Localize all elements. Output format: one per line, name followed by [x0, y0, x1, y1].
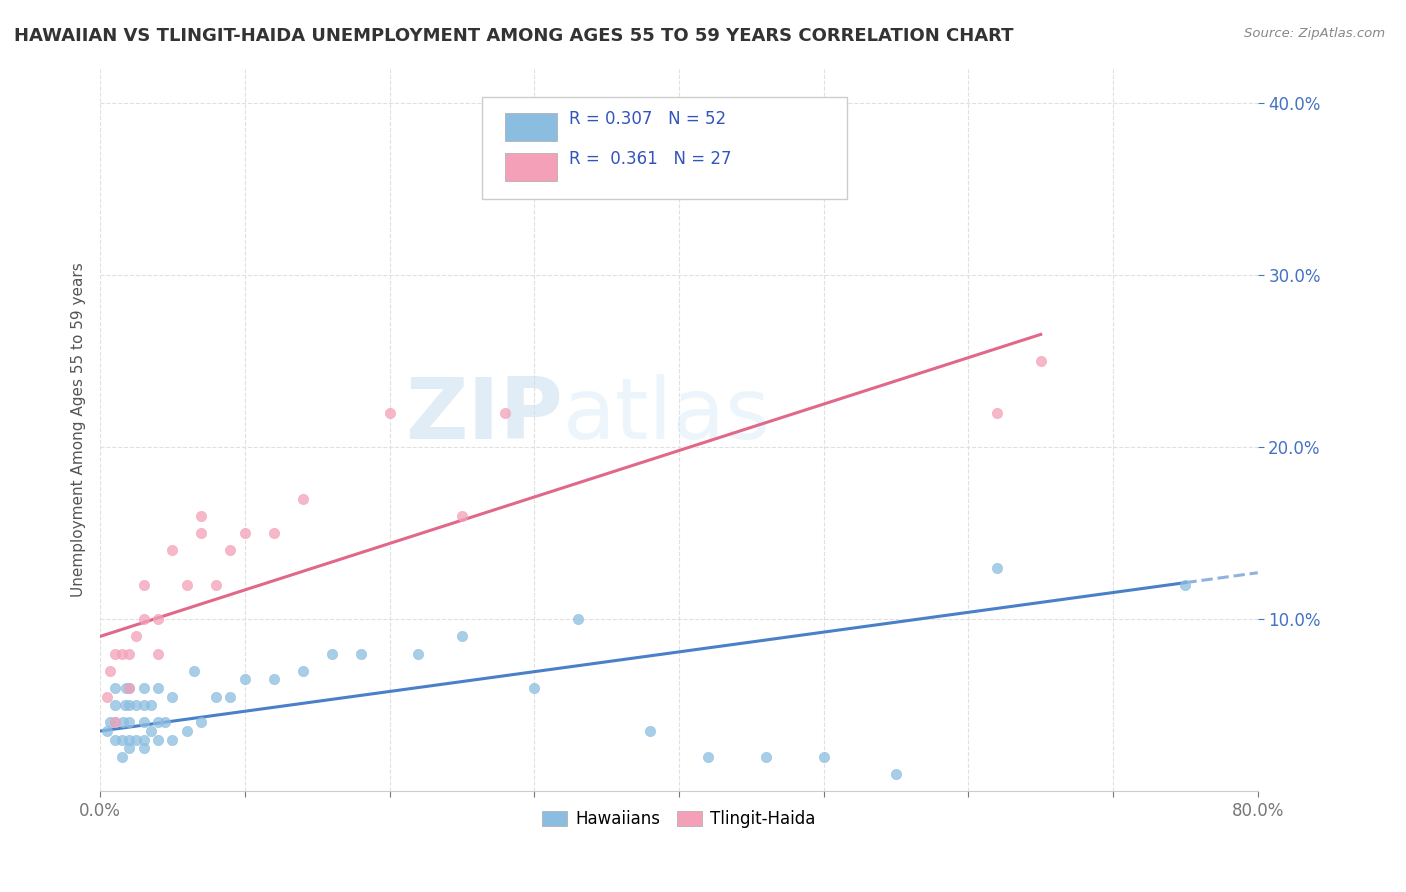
Point [146, 715, 169, 730]
Point [118, 681, 141, 695]
Point [118, 741, 141, 756]
Point [183, 664, 205, 678]
Point [190, 508, 212, 523]
Point [986, 560, 1008, 574]
Point [190, 526, 212, 541]
Point [176, 724, 198, 739]
Point [118, 647, 141, 661]
Point [523, 681, 546, 695]
Point [1029, 354, 1052, 368]
Point [146, 681, 169, 695]
Point [162, 690, 184, 704]
Text: R = 0.307   N = 52: R = 0.307 N = 52 [569, 110, 725, 128]
Point [139, 724, 162, 739]
Point [638, 724, 661, 739]
Y-axis label: Unemployment Among Ages 55 to 59 years: Unemployment Among Ages 55 to 59 years [72, 262, 86, 598]
Point [132, 732, 155, 747]
Point [118, 698, 141, 713]
Point [219, 690, 242, 704]
Text: atlas: atlas [564, 374, 770, 457]
Point [125, 629, 148, 643]
Point [349, 647, 371, 661]
Point [139, 698, 162, 713]
Text: Source: ZipAtlas.com: Source: ZipAtlas.com [1244, 27, 1385, 40]
Point [146, 612, 169, 626]
Text: HAWAIIAN VS TLINGIT-HAIDA UNEMPLOYMENT AMONG AGES 55 TO 59 YEARS CORRELATION CHA: HAWAIIAN VS TLINGIT-HAIDA UNEMPLOYMENT A… [14, 27, 1014, 45]
Text: R =  0.361   N = 27: R = 0.361 N = 27 [569, 150, 731, 168]
Point [696, 750, 718, 764]
Point [118, 732, 141, 747]
Point [146, 647, 169, 661]
Legend: Hawaiians, Tlingit-Haida: Hawaiians, Tlingit-Haida [536, 804, 823, 835]
Point [104, 647, 127, 661]
Point [1174, 578, 1197, 592]
Point [291, 491, 314, 506]
Text: ZIP: ZIP [405, 374, 564, 457]
Point [111, 750, 134, 764]
Point [205, 578, 228, 592]
Point [112, 715, 135, 730]
Point [176, 578, 198, 592]
Point [162, 543, 184, 558]
Point [233, 526, 256, 541]
Point [125, 698, 148, 713]
Point [162, 732, 184, 747]
Point [132, 612, 155, 626]
Point [132, 578, 155, 592]
Point [104, 715, 127, 730]
Point [378, 406, 401, 420]
Point [638, 165, 661, 179]
FancyBboxPatch shape [482, 97, 846, 199]
Bar [505, 153, 557, 180]
Point [190, 715, 212, 730]
Bar [505, 113, 557, 141]
Point [104, 715, 127, 730]
Point [132, 698, 155, 713]
Point [132, 741, 155, 756]
Point [96, 724, 118, 739]
Point [96, 690, 118, 704]
Point [494, 406, 516, 420]
Point [98, 715, 121, 730]
Point [115, 681, 138, 695]
Point [132, 681, 155, 695]
Point [986, 406, 1008, 420]
Point [755, 750, 778, 764]
Point [146, 732, 169, 747]
Point [451, 508, 474, 523]
Point [104, 681, 127, 695]
Point [321, 647, 343, 661]
Point [884, 767, 907, 781]
Point [263, 526, 285, 541]
Point [118, 715, 141, 730]
Point [451, 629, 474, 643]
Point [111, 732, 134, 747]
Point [291, 664, 314, 678]
Point [205, 690, 228, 704]
Point [567, 612, 589, 626]
Point [233, 673, 256, 687]
Point [132, 715, 155, 730]
Point [114, 698, 136, 713]
Point [263, 673, 285, 687]
Point [104, 698, 127, 713]
Point [125, 732, 148, 747]
Point [155, 715, 177, 730]
Point [408, 647, 430, 661]
Point [111, 647, 134, 661]
Point [118, 681, 141, 695]
Point [104, 732, 127, 747]
Point [219, 543, 242, 558]
Point [813, 750, 835, 764]
Point [98, 664, 121, 678]
